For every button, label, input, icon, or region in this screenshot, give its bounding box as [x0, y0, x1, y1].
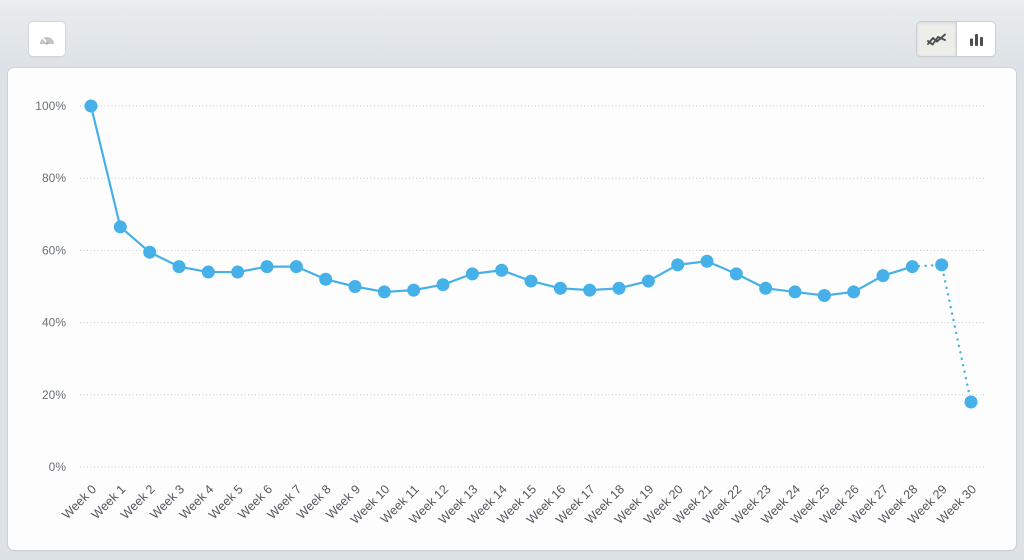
bar-chart-toggle-button[interactable]: [956, 22, 995, 56]
chart-type-toggle: [916, 21, 996, 57]
data-point-week-8[interactable]: [319, 272, 333, 286]
data-point-week-20[interactable]: [671, 258, 685, 272]
y-axis-tick-label: 20%: [42, 388, 66, 402]
data-point-week-9[interactable]: [348, 280, 362, 293]
data-point-week-15[interactable]: [524, 274, 538, 288]
data-point-week-4[interactable]: [201, 265, 215, 279]
data-point-week-30[interactable]: [964, 395, 978, 409]
toolbar: [0, 0, 1024, 68]
data-point-week-26[interactable]: [847, 285, 861, 299]
line-chart-icon: [927, 33, 946, 45]
data-point-week-18[interactable]: [612, 281, 626, 295]
data-point-week-5[interactable]: [231, 265, 245, 279]
data-point-week-6[interactable]: [260, 260, 274, 274]
data-point-week-24[interactable]: [788, 285, 802, 299]
data-point-week-10[interactable]: [377, 285, 391, 299]
data-point-week-0[interactable]: [84, 99, 98, 113]
data-point-week-27[interactable]: [876, 269, 890, 283]
gauge-icon: [40, 37, 54, 45]
y-axis-tick-label: 0%: [49, 460, 67, 474]
data-point-week-17[interactable]: [583, 283, 597, 297]
y-axis-tick-label: 100%: [35, 99, 66, 113]
y-axis-tick-label: 60%: [42, 243, 66, 257]
y-axis-tick-label: 40%: [42, 316, 66, 330]
line-chart-toggle-button[interactable]: [917, 22, 956, 56]
data-point-week-12[interactable]: [436, 278, 450, 292]
data-point-week-2[interactable]: [143, 245, 157, 259]
data-point-week-16[interactable]: [553, 281, 567, 295]
y-axis-tick-label: 80%: [42, 171, 66, 185]
data-point-week-28[interactable]: [905, 260, 919, 274]
data-point-week-29[interactable]: [935, 258, 949, 272]
data-point-week-23[interactable]: [759, 281, 773, 295]
dashboard-button[interactable]: [28, 21, 66, 57]
data-point-week-1[interactable]: [113, 220, 127, 234]
bar-chart-icon: [969, 33, 983, 46]
data-point-week-22[interactable]: [729, 267, 743, 281]
data-point-week-21[interactable]: [700, 254, 714, 268]
data-point-week-3[interactable]: [172, 260, 186, 274]
data-point-week-14[interactable]: [495, 263, 509, 277]
data-point-week-11[interactable]: [407, 283, 421, 297]
data-point-week-7[interactable]: [289, 260, 303, 274]
retention-line-dotted: [911, 263, 973, 404]
data-point-week-25[interactable]: [817, 289, 831, 303]
data-point-week-19[interactable]: [641, 274, 655, 288]
data-point-week-13[interactable]: [465, 267, 479, 281]
chart-panel: 0% 20% 40% 60% 80% 100% Week 0 Week 1 Week 2 Week…: [8, 68, 1016, 550]
